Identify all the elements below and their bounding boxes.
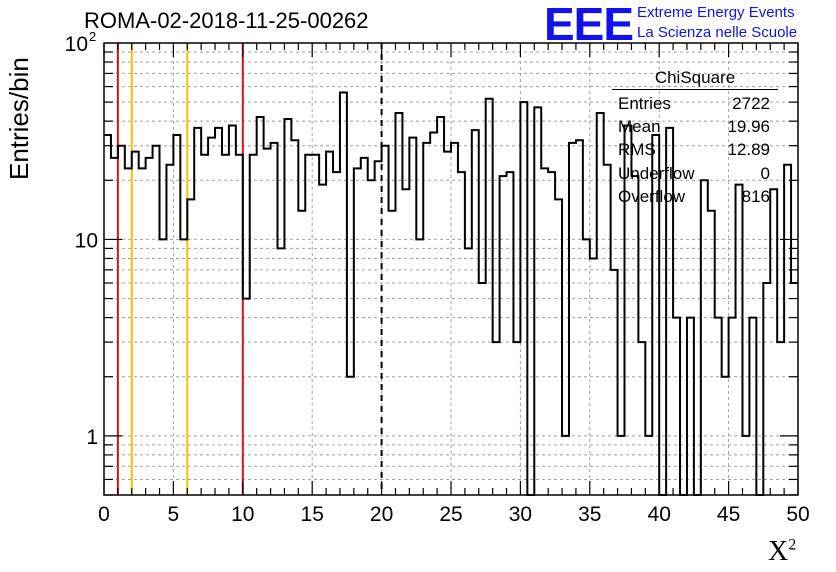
logo-line-1: Extreme Energy Events [637,4,795,21]
x-tick-label: 50 [786,503,809,526]
x-axis-label-superscript: 2 [788,536,797,554]
stats-value: 2722 [732,94,770,113]
stats-label: Underflow [618,163,695,183]
stats-value: 12.89 [727,140,770,160]
stats-value: 0 [760,163,770,183]
x-tick-label: 45 [717,503,740,526]
grid [104,43,798,495]
x-tick-label: 10 [231,503,254,526]
x-tick-labels: 0 5 10 15 20 25 30 35 40 45 50 [98,503,810,526]
stats-value: 816 [741,186,770,206]
stats-row-entries: Entries 2722 [612,92,778,115]
x-tick-label: 5 [168,503,180,526]
y-axis-label: Entries/bin [4,57,34,180]
eee-logo: EEE [544,0,634,50]
stats-title: ChiSquare [612,68,778,90]
logo-line-2: La Scienza nelle Scuole [637,24,798,41]
x-tick-label: 30 [509,503,532,526]
x-tick-label: 40 [648,503,671,526]
x-axis-label: X2 [768,536,796,568]
stats-label: RMS [618,140,656,160]
stats-box: ChiSquare Entries 2722 Mean 19.96 RMS 12.89… [612,68,778,208]
stats-row-overflow: Overflow 816 [612,185,778,208]
y-tick-label: 10 [75,229,98,252]
stats-row-underflow: Underflow 0 [612,162,778,185]
eee-logo-text: Extreme Energy Events La Scienza nelle S… [637,3,797,43]
stats-label: Mean [618,117,661,137]
stats-row-rms: RMS 12.89 [612,138,778,161]
x-tick-label: 35 [578,503,601,526]
stats-label: Overflow [618,186,686,206]
stats-label: Entries [618,94,671,113]
y-tick-label: 1 [86,426,98,449]
y-tick-label: 10 [65,33,88,56]
stats-value: 19.96 [727,117,770,137]
y-tick-label-exponent: 2 [89,29,96,44]
x-tick-label: 15 [301,503,324,526]
x-tick-label: 0 [98,503,110,526]
axis-ticks [103,43,799,496]
x-tick-label: 20 [370,503,393,526]
stats-row-mean: Mean 19.96 [612,115,778,138]
plot-title: ROMA-02-2018-11-25-00262 [84,8,369,33]
x-axis-label-symbol: X [768,536,789,567]
x-tick-label: 25 [439,503,462,526]
